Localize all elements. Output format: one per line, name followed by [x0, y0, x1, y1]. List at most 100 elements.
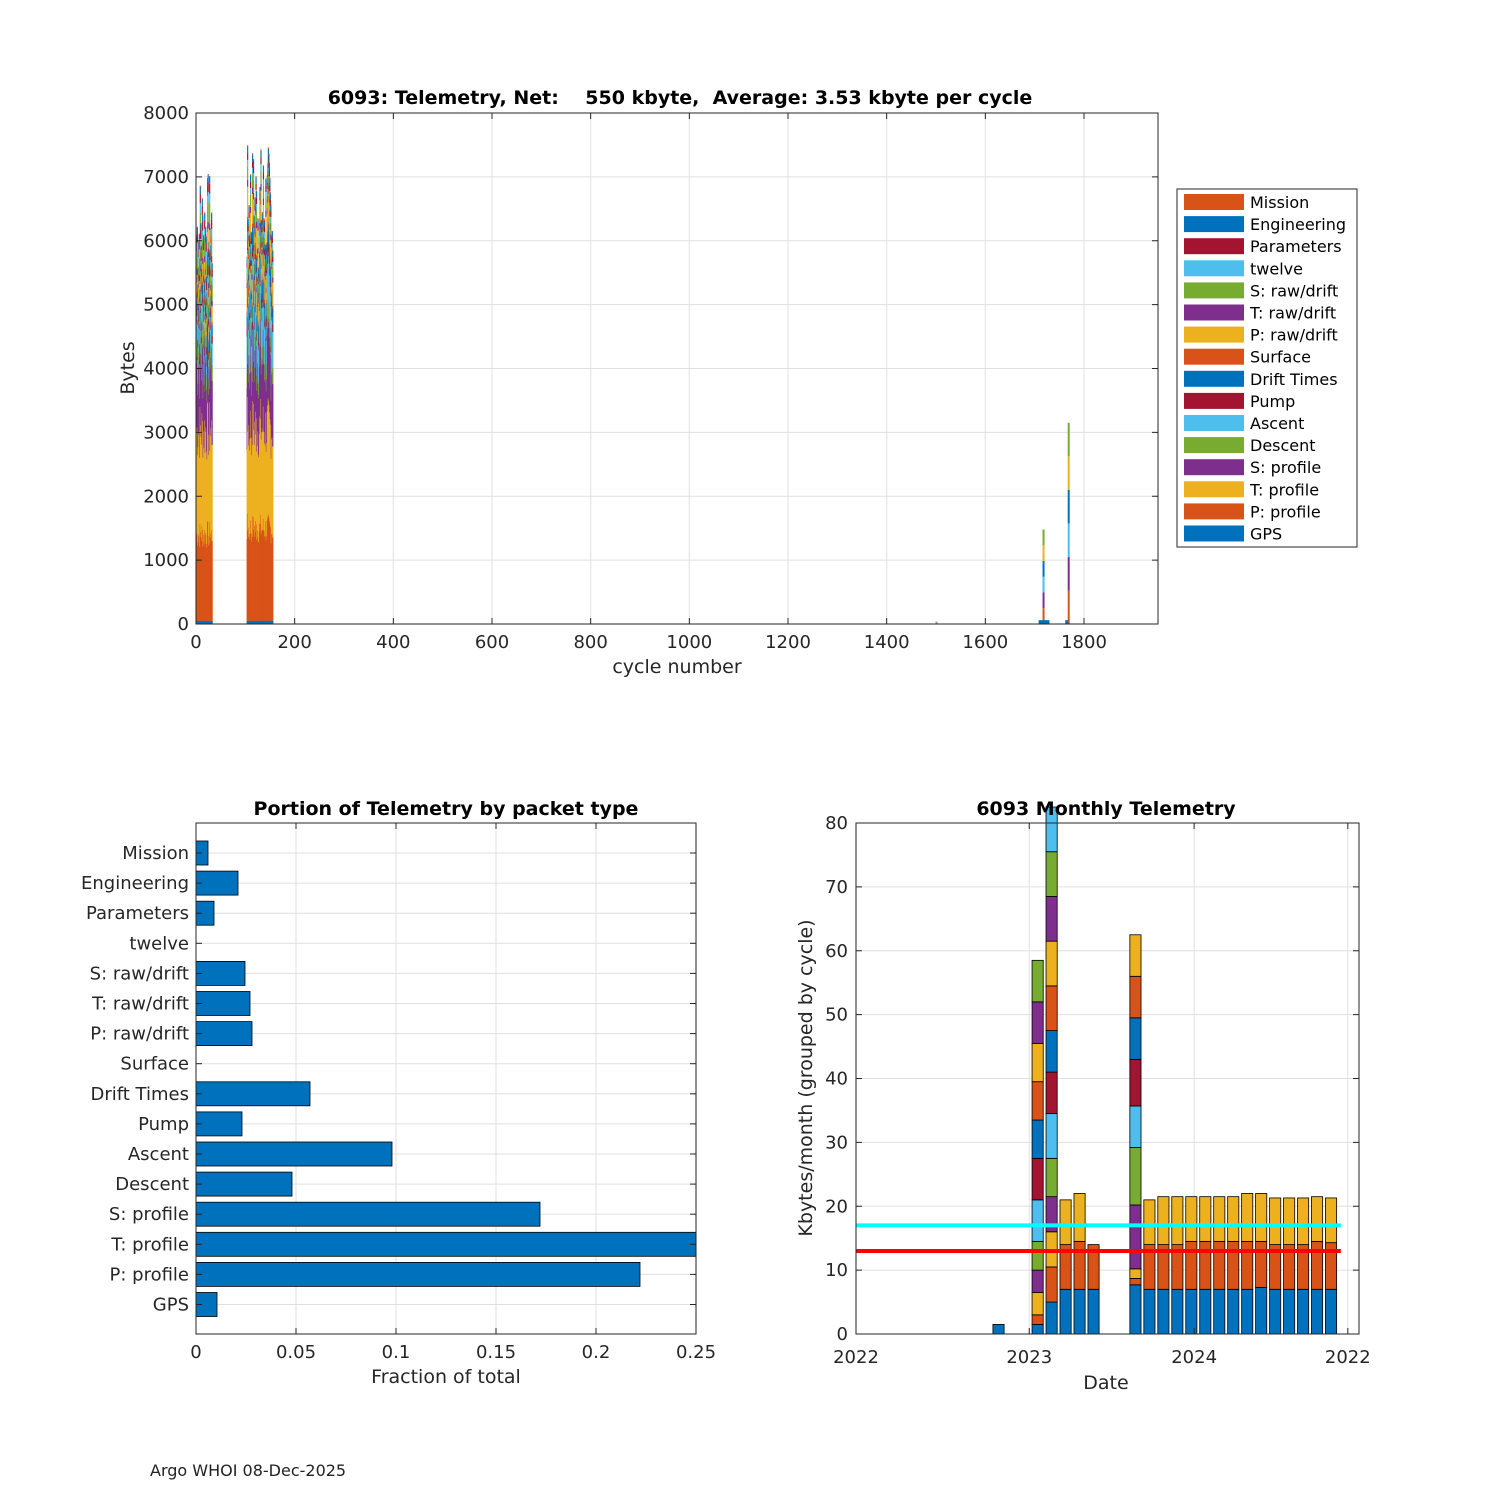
br-ytick-label: 80	[825, 813, 848, 834]
top-xtick-label: 1600	[962, 632, 1008, 653]
top-bar-segment	[272, 267, 274, 278]
br-bar-segment	[1031, 1240, 1044, 1271]
top-xlabel: cycle number	[612, 656, 741, 678]
top-bar-segment	[255, 176, 257, 178]
br-bar-segment	[1157, 1196, 1170, 1245]
top-bar-segment	[260, 149, 262, 151]
br-bar-segment	[1311, 1288, 1324, 1335]
top-bar-segment	[249, 234, 251, 236]
top-bar-segment	[272, 620, 274, 624]
top-bar-segment	[204, 262, 206, 281]
top-bar-segment	[204, 237, 206, 257]
top-bar-segment	[250, 194, 252, 207]
bl-axes-box	[195, 822, 697, 1335]
top-bar-segment	[196, 226, 198, 228]
legend-swatch	[1184, 194, 1244, 210]
top-bar-segment	[211, 306, 213, 323]
top-bar-segment	[254, 198, 256, 205]
top-bar-segment	[251, 174, 254, 188]
top-bar-segment	[201, 205, 203, 216]
br-bar-segment	[1129, 1058, 1142, 1107]
bl-xtick-label: 0.25	[676, 1342, 716, 1363]
top-bar-segment	[203, 234, 205, 236]
br-xtick-label: 2022	[1325, 1347, 1371, 1368]
top-bar-segment	[260, 170, 262, 184]
top-legend: Mission Engineering Parameters twelve S: raw…	[1176, 188, 1358, 548]
top-bar-segment	[252, 192, 255, 200]
top-bar-segment	[255, 197, 258, 204]
br-bar-segment	[1213, 1240, 1226, 1290]
br-ytick-label: 20	[825, 1196, 848, 1217]
br-bar-segment	[1087, 1244, 1100, 1290]
top-bar-segment	[270, 234, 272, 241]
top-bar-segment	[259, 186, 261, 189]
br-bar-segment	[1311, 1196, 1324, 1242]
top-bar-segment	[251, 167, 254, 175]
top-bar-segment	[198, 257, 200, 276]
top-bar-segment	[206, 277, 208, 283]
top-bar-segment	[271, 242, 273, 249]
br-bar-segment	[1255, 1286, 1268, 1335]
top-bar-segment	[199, 203, 201, 213]
top-bar-segment	[262, 185, 265, 199]
legend-label: twelve	[1250, 259, 1303, 278]
br-bar-segment	[1073, 1240, 1086, 1290]
top-bar-segment	[259, 188, 261, 195]
top-bar-segment	[251, 194, 254, 224]
legend-label: P: profile	[1250, 502, 1321, 521]
top-bar-segment	[255, 255, 258, 259]
top-xtick-label: 200	[277, 632, 311, 653]
top-bar-segment	[248, 205, 250, 207]
br-ylabel: Kbytes/month (grouped by cycle)	[795, 919, 817, 1236]
top-xtick-label: 1200	[765, 632, 811, 653]
top-bar-segment	[262, 165, 265, 167]
top-bar-segment	[251, 154, 254, 162]
legend-swatch	[1184, 348, 1244, 365]
br-bar-segment	[1199, 1196, 1212, 1242]
top-bar-segment	[196, 242, 198, 252]
br-bar-segment	[1171, 1196, 1184, 1245]
top-bar-segment	[247, 218, 249, 221]
top-bar-segment	[265, 185, 267, 193]
top-bar-segment	[211, 325, 213, 336]
top-bar-segment	[211, 262, 213, 264]
bl-bar	[195, 1262, 641, 1287]
top-bar-segment	[211, 263, 213, 270]
top-bar-segment	[260, 163, 262, 171]
top-bar-segment	[211, 219, 213, 229]
top-bar-segment	[257, 230, 259, 237]
top-bar-segment	[260, 157, 262, 164]
top-bar-segment	[265, 210, 267, 217]
bl-ytick-label: S: profile	[109, 1204, 189, 1225]
top-bar-segment	[262, 166, 265, 173]
top-bar-segment	[207, 181, 209, 192]
top-bar-segment	[199, 212, 201, 233]
top-bar-segment	[264, 243, 266, 245]
bl-bar	[195, 1171, 293, 1197]
br-bar-segment	[1283, 1288, 1296, 1335]
bl-bar	[195, 961, 246, 986]
top-bar-segment	[207, 265, 209, 276]
br-bar-segment	[1129, 1105, 1142, 1148]
top-bar-segment	[260, 190, 262, 221]
legend-label: Ascent	[1250, 414, 1304, 433]
top-ytick-label: 8000	[143, 103, 189, 124]
br-bar-segment	[1255, 1240, 1268, 1288]
br-bar-segment	[1227, 1240, 1240, 1290]
br-bar-segment	[1031, 1001, 1044, 1044]
legend-swatch	[1184, 503, 1244, 520]
top-bar-segment	[251, 153, 254, 155]
top-bar-segment	[251, 249, 253, 261]
top-bar-segment	[200, 247, 202, 253]
br-bar-segment	[1031, 959, 1044, 1003]
br-bar-segment	[1031, 1199, 1044, 1242]
br-xtick-label: 2024	[1171, 1347, 1217, 1368]
top-bar-segment	[272, 332, 274, 369]
bl-ytick-label: T: profile	[110, 1234, 189, 1255]
top-bar-segment	[196, 233, 198, 243]
top-bar-segment	[206, 276, 208, 278]
br-bar-segment	[1045, 1071, 1058, 1115]
br-bar-segment	[1157, 1288, 1170, 1335]
legend-swatch	[1184, 238, 1244, 255]
legend-label: Engineering	[1250, 215, 1346, 234]
